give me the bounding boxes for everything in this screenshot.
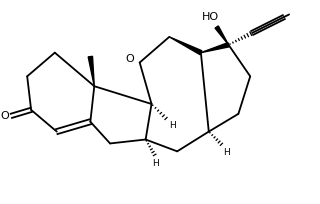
- Polygon shape: [88, 56, 94, 86]
- Polygon shape: [201, 43, 229, 53]
- Text: H: H: [152, 159, 159, 168]
- Polygon shape: [169, 37, 202, 55]
- Text: O: O: [125, 54, 134, 64]
- Text: HO: HO: [202, 12, 219, 22]
- Text: H: H: [169, 121, 176, 130]
- Polygon shape: [215, 26, 228, 45]
- Text: H: H: [223, 148, 230, 157]
- Text: O: O: [0, 111, 9, 121]
